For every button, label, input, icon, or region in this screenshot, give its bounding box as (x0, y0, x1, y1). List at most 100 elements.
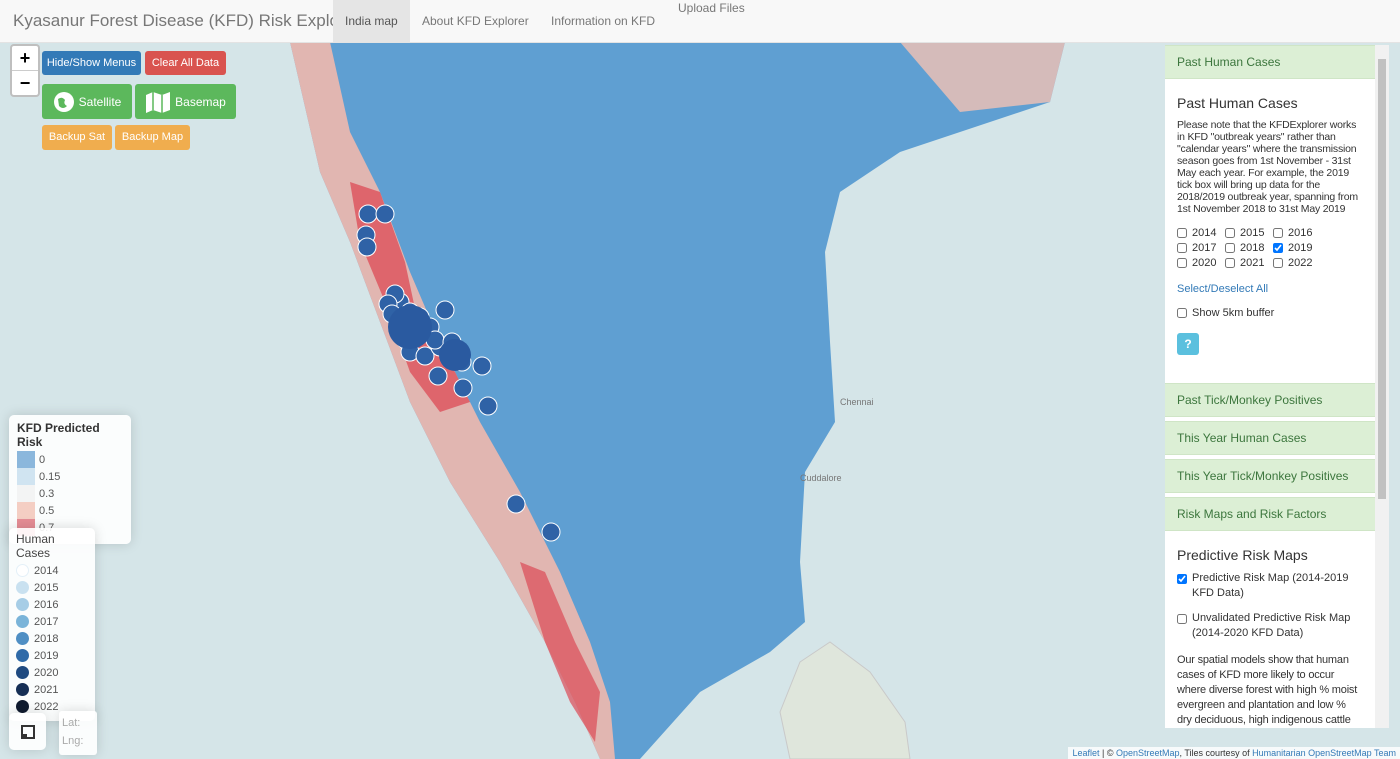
satellite-button[interactable]: Satellite (42, 84, 132, 119)
attribution: Leaflet | © OpenStreetMap, Tiles courtes… (1068, 747, 1400, 759)
osm-link[interactable]: OpenStreetMap (1116, 748, 1180, 758)
case-marker[interactable] (435, 300, 455, 320)
draw-button[interactable] (9, 713, 46, 750)
legend-icon (16, 700, 29, 713)
attr-tiles: , Tiles courtesy of (1179, 748, 1253, 758)
legend-item: 2019 (16, 647, 88, 664)
year-checkbox[interactable]: 2020 (1177, 257, 1225, 269)
legend-label: 2019 (34, 649, 59, 662)
panel-title: Past Human Cases (1177, 95, 1298, 111)
zoom-out[interactable]: − (19, 73, 31, 93)
legend-label: 0.3 (39, 487, 55, 500)
legend-icon (16, 666, 29, 679)
backup-sat-button[interactable]: Backup Sat (42, 125, 112, 150)
legend-item: 2021 (16, 681, 88, 698)
lng-label: Lng: (62, 735, 84, 747)
case-marker[interactable] (357, 237, 377, 257)
buffer-checkbox[interactable]: Show 5km buffer (1177, 307, 1363, 319)
checkbox-label: Unvalidated Predictive Risk Map (2014-20… (1192, 612, 1351, 639)
legend-icon (16, 564, 29, 577)
nav-tab[interactable]: Upload Files (678, 1, 745, 15)
scrollbar[interactable] (1375, 45, 1389, 728)
help-button[interactable]: ? (1177, 333, 1199, 355)
year-checkbox[interactable]: 2022 (1273, 257, 1321, 269)
checkbox[interactable] (1177, 258, 1187, 268)
legend-title: KFD Predicted Risk (17, 421, 100, 449)
legend-item: 2018 (16, 630, 88, 647)
checkbox[interactable] (1177, 308, 1187, 318)
case-marker[interactable] (415, 346, 435, 366)
scroll-thumb[interactable] (1378, 59, 1386, 499)
checkbox-label: 2017 (1192, 242, 1217, 254)
checkbox[interactable] (1273, 228, 1283, 238)
sri-lanka (779, 641, 911, 759)
case-marker[interactable] (506, 494, 526, 514)
risk-pink-top (900, 42, 1065, 112)
checkbox[interactable] (1225, 258, 1235, 268)
checkbox-label: 2014 (1192, 227, 1217, 239)
nav-tab[interactable]: Information on KFD (551, 14, 656, 28)
legend-icon (16, 632, 29, 645)
case-cluster[interactable] (388, 305, 432, 349)
year-checkbox[interactable]: 2015 (1225, 227, 1273, 239)
basemap-button[interactable]: Basemap (135, 84, 236, 119)
legend-item: 2017 (16, 613, 88, 630)
year-checkbox[interactable]: 2017 (1177, 242, 1225, 254)
case-marker[interactable] (541, 522, 561, 542)
navbar: Kyasanur Forest Disease (KFD) Risk Explo… (0, 0, 1400, 43)
case-marker[interactable] (358, 204, 378, 224)
brand: Kyasanur Forest Disease (KFD) Risk Explo… (13, 11, 360, 30)
checkbox-label: Predictive Risk Map (2014-2019 KFD Data) (1192, 572, 1349, 599)
clear-button[interactable]: Clear All Data (145, 51, 226, 75)
case-cluster[interactable] (439, 339, 471, 371)
zoom-in[interactable]: + (12, 46, 38, 71)
checkbox[interactable] (1273, 258, 1283, 268)
legend-item: 2022 (16, 698, 88, 715)
checkbox[interactable] (1225, 228, 1235, 238)
nav-tab[interactable]: India map (333, 0, 410, 42)
year-checkbox[interactable]: 2014 (1177, 227, 1225, 239)
panel-header[interactable]: Risk Maps and Risk Factors (1165, 497, 1375, 531)
legend-label: 0 (39, 453, 46, 466)
panel-headers: Past Tick/Monkey Positives This Year Huma… (1165, 383, 1375, 531)
leaflet-link[interactable]: Leaflet (1072, 748, 1100, 758)
case-marker[interactable] (375, 204, 395, 224)
panel-header[interactable]: This Year Tick/Monkey Positives (1165, 459, 1375, 493)
legend-icon (16, 683, 29, 696)
checkbox[interactable] (1177, 228, 1187, 238)
checkbox-label: 2018 (1240, 242, 1265, 254)
checkbox[interactable] (1273, 243, 1283, 253)
checkbox[interactable] (1177, 614, 1187, 624)
basemap-label: Basemap (175, 94, 226, 109)
backup-map-button[interactable]: Backup Map (115, 125, 190, 150)
hot-link[interactable]: Humanitarian OpenStreetMap Team (1252, 748, 1396, 758)
place-label: Cuddalore (800, 473, 842, 483)
year-checkbox[interactable]: 2018 (1225, 242, 1273, 254)
checkbox-label: 2015 (1240, 227, 1265, 239)
nav-tab[interactable]: About KFD Explorer (422, 14, 529, 28)
case-marker[interactable] (478, 396, 498, 416)
legend-item: 0 (17, 451, 123, 468)
panel-header[interactable]: This Year Human Cases (1165, 421, 1375, 455)
legend-title: Human Cases (16, 532, 55, 560)
risk-map-checkbox[interactable]: Unvalidated Predictive Risk Map (2014-20… (1177, 611, 1363, 641)
risk-map-checkbox[interactable]: Predictive Risk Map (2014-2019 KFD Data) (1177, 571, 1363, 601)
case-marker[interactable] (428, 366, 448, 386)
case-marker[interactable] (453, 378, 473, 398)
year-checkbox[interactable]: 2021 (1225, 257, 1273, 269)
checkbox[interactable] (1225, 243, 1235, 253)
checkbox[interactable] (1177, 243, 1187, 253)
year-checkbox[interactable]: 2016 (1273, 227, 1321, 239)
checkbox[interactable] (1177, 574, 1187, 584)
panel-header[interactable]: Past Tick/Monkey Positives (1165, 383, 1375, 417)
hide-show-button[interactable]: Hide/Show Menus (42, 51, 141, 75)
legend-label: 2022 (34, 700, 59, 713)
panel-header[interactable]: Past Human Cases (1165, 45, 1375, 79)
place-label: Chennai (840, 397, 874, 407)
case-marker[interactable] (472, 356, 492, 376)
select-all-link[interactable]: Select/Deselect All (1177, 283, 1269, 295)
legend-label: 2014 (34, 564, 59, 577)
checkbox-label: 2019 (1288, 242, 1313, 254)
year-checkbox[interactable]: 2019 (1273, 242, 1321, 254)
